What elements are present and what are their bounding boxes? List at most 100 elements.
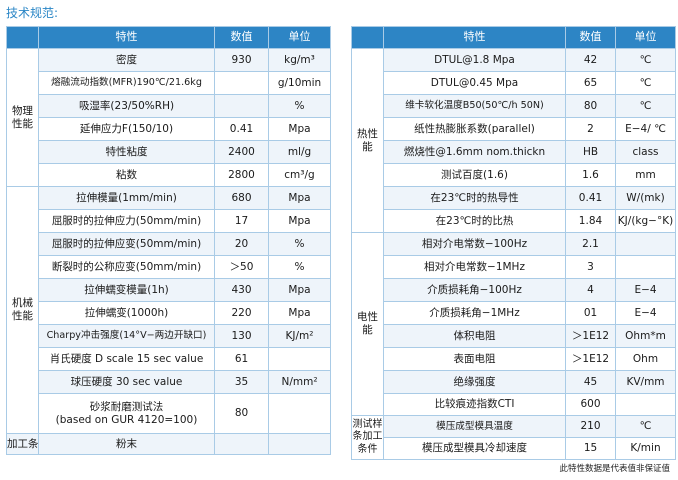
- left-spec-table: 特性 数值 单位 物理性能 密度 930 kg/m³ 熔融流动指数(MFR)190℃/2…: [6, 26, 331, 455]
- row-unit: N/mm²: [268, 370, 331, 394]
- table-row: 屈服时的拉伸应力(50mm/min) 17 Mpa: [7, 209, 331, 233]
- row-property: 断裂时的公称应变(50mm/min): [38, 255, 215, 279]
- row-value: 1.84: [565, 209, 616, 233]
- row-property: 介质损耗角−1MHz: [383, 301, 566, 325]
- row-unit: class: [615, 140, 676, 164]
- row-value: 4: [565, 278, 616, 302]
- row-property: 肖氏硬度 D scale 15 sec value: [38, 347, 215, 371]
- row-unit: [268, 433, 331, 455]
- row-value: [214, 71, 269, 95]
- row-value: 42: [565, 48, 616, 72]
- table-row: 在23℃时的热导性 0.41 W/(mk): [352, 186, 676, 210]
- row-property: 纸性热膨胀系数(parallel): [383, 117, 566, 141]
- row-unit: [615, 255, 676, 279]
- row-property: 粘数: [38, 163, 215, 187]
- table-row: 表面电阻 ＞1E12 Ohm: [352, 347, 676, 371]
- table-row: 体积电阻 ＞1E12 Ohm*m: [352, 324, 676, 348]
- row-property: 模压成型模具冷却速度: [383, 437, 566, 460]
- row-value: 35: [214, 370, 269, 394]
- row-unit: g/10min: [268, 71, 331, 95]
- table-row: 加工条件粉末: [6, 433, 331, 455]
- row-value: 130: [214, 324, 269, 348]
- table-row: 介质损耗角−1MHz 01 E−4: [352, 301, 676, 325]
- row-unit: Ohm: [615, 347, 676, 371]
- row-value: 3: [565, 255, 616, 279]
- row-value: 45: [565, 370, 616, 394]
- col-header-unit: 单位: [615, 26, 676, 49]
- row-property: 球压硬度 30 sec value: [38, 370, 215, 394]
- row-value: 15: [565, 437, 616, 460]
- row-unit: %: [268, 255, 331, 279]
- row-value: 930: [214, 48, 269, 72]
- group-label-heat: 热性能: [351, 48, 384, 233]
- row-value: 210: [565, 415, 616, 438]
- table-row: Charpy冲击强度(14°V−两边开缺口) 130 KJ/m²: [7, 324, 331, 348]
- row-unit: mm: [615, 163, 676, 187]
- row-value: 2800: [214, 163, 269, 187]
- row-value: 600: [565, 393, 616, 416]
- table-row: 比较痕迹指数CTI 600: [352, 393, 676, 416]
- row-value: ＞1E12: [565, 347, 616, 371]
- table-row: 纸性热膨胀系数(parallel) 2 E−4/ ℃: [352, 117, 676, 141]
- table-row: 测试样条加工条件 模压成型模具温度 210 ℃: [351, 415, 676, 460]
- row-unit: Mpa: [268, 117, 331, 141]
- row-property: 在23℃时的比热: [383, 209, 566, 233]
- col-header-property: 特性: [38, 26, 215, 49]
- row-unit: [615, 232, 676, 256]
- row-property: 维卡软化温度B50(50℃/h 50N): [383, 94, 566, 118]
- row-unit: %: [268, 94, 331, 118]
- col-header-unit: 单位: [268, 26, 331, 49]
- row-unit: ℃: [615, 94, 676, 118]
- table-row: 熔融流动指数(MFR)190℃/21.6kg g/10min: [7, 71, 331, 95]
- group-label-proc: 加工条件: [6, 433, 39, 455]
- row-property: 相对介电常数−1MHz: [383, 255, 566, 279]
- table-row: 测试百度(1.6) 1.6 mm: [352, 163, 676, 187]
- row-unit: E−4/ ℃: [615, 117, 676, 141]
- row-value: 2400: [214, 140, 269, 164]
- row-unit: ℃: [615, 415, 676, 438]
- row-unit: ℃: [615, 48, 676, 72]
- row-property: 熔融流动指数(MFR)190℃/21.6kg: [38, 71, 215, 95]
- row-property: 屈服时的拉伸应力(50mm/min): [38, 209, 215, 233]
- table-header-row: 特性 数值 单位: [351, 26, 676, 49]
- row-value: 17: [214, 209, 269, 233]
- section-title: 技术规范:: [6, 6, 59, 20]
- row-value: 61: [214, 347, 269, 371]
- col-header-value: 数值: [214, 26, 269, 49]
- row-value: HB: [565, 140, 616, 164]
- row-unit: E−4: [615, 278, 676, 302]
- row-property: 屈服时的拉伸应变(50mm/min): [38, 232, 215, 256]
- group-label-elec: 电性能: [351, 232, 384, 416]
- table-row: 拉伸蠕变模量(1h) 430 Mpa: [7, 278, 331, 302]
- table-row: 维卡软化温度B50(50℃/h 50N) 80 ℃: [352, 94, 676, 118]
- table-row: 延伸应力F(150/10) 0.41 Mpa: [7, 117, 331, 141]
- row-property: 在23℃时的热导性: [383, 186, 566, 210]
- row-value: 2: [565, 117, 616, 141]
- col-header-property: 特性: [383, 26, 566, 49]
- row-property: 特性粘度: [38, 140, 215, 164]
- row-value: 220: [214, 301, 269, 325]
- row-unit: Mpa: [268, 186, 331, 210]
- table-row: 相对介电常数−1MHz 3: [352, 255, 676, 279]
- table-row: 砂浆耐磨测试法 (based on GUR 4120=100) 80: [7, 393, 331, 434]
- row-value: [214, 94, 269, 118]
- group-label-mech: 机械性能: [6, 186, 39, 434]
- row-unit: KV/mm: [615, 370, 676, 394]
- row-property: 吸湿率(23/50%RH): [38, 94, 215, 118]
- table-row: 电性能 相对介电常数−100Hz 2.1: [351, 232, 676, 416]
- disclaimer-note: 此特性数据是代表值非保证值: [559, 464, 670, 474]
- row-value: 65: [565, 71, 616, 95]
- row-unit: ℃: [615, 71, 676, 95]
- row-value: 680: [214, 186, 269, 210]
- row-property: 密度: [38, 48, 215, 72]
- row-property: DTUL@0.45 Mpa: [383, 71, 566, 95]
- row-unit: KJ/(kg−°K): [615, 209, 676, 233]
- table-row: 断裂时的公称应变(50mm/min) ＞50%: [7, 255, 331, 279]
- row-unit: Mpa: [268, 278, 331, 302]
- row-property: 比较痕迹指数CTI: [383, 393, 566, 416]
- row-property: 拉伸蠕变模量(1h): [38, 278, 215, 302]
- group-label-spec: 测试样条加工条件: [351, 415, 384, 460]
- table-row: 肖氏硬度 D scale 15 sec value 61: [7, 347, 331, 371]
- table-header-row: 特性 数值 单位: [6, 26, 331, 49]
- row-value: 0.41: [214, 117, 269, 141]
